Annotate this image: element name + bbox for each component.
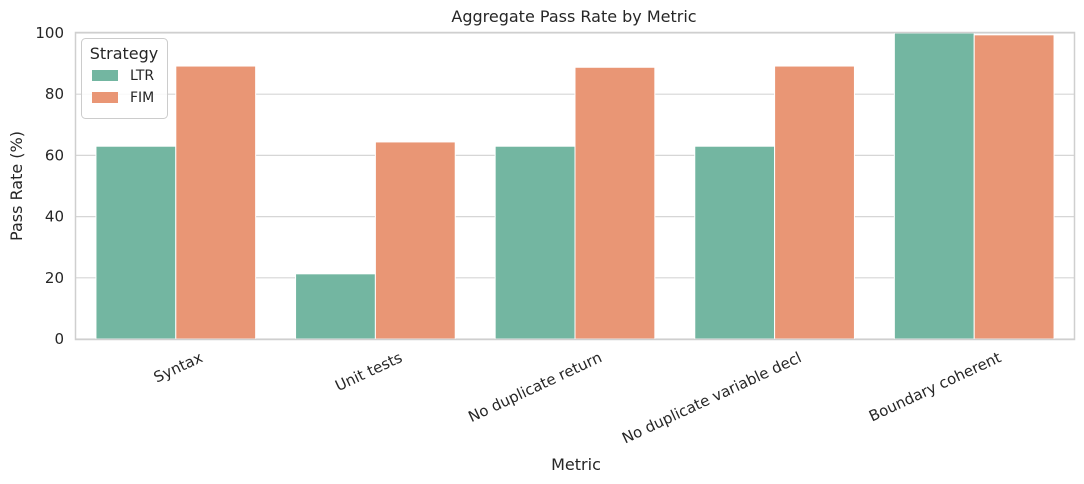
y-tick-label: 40 (45, 208, 64, 226)
bar-ltr-3 (694, 145, 776, 340)
legend-items: LTR FIM (92, 68, 154, 106)
y-tick-label: 80 (45, 85, 64, 103)
legend-swatch-ltr (92, 70, 118, 81)
legend: Strategy LTR FIM (81, 38, 168, 119)
x-axis-title: Metric (551, 455, 601, 474)
y-axis-title: Pass Rate (%) (7, 131, 26, 241)
legend-label: FIM (130, 90, 154, 106)
x-tick-label: No duplicate variable decl (619, 348, 804, 447)
bar-fim-3 (774, 65, 855, 340)
bar-ltr-1 (295, 273, 376, 340)
x-tick-label: Unit tests (332, 348, 405, 395)
bar-ltr-4 (893, 32, 975, 340)
x-tick-label: Boundary coherent (866, 348, 1004, 425)
plot-frame (74, 31, 1076, 341)
legend-swatch-fim (92, 92, 118, 103)
y-tick-label: 20 (45, 269, 64, 287)
legend-label: LTR (130, 68, 154, 84)
y-tick-label: 0 (54, 330, 64, 348)
bar-fim-2 (574, 66, 656, 340)
x-tick-label: No duplicate return (465, 348, 604, 426)
bars-layer (95, 32, 1055, 340)
x-axis: Syntax Unit tests No duplicate return No du… (151, 348, 1004, 447)
x-tick-label: Syntax (151, 348, 206, 386)
bar-ltr-0 (95, 145, 177, 340)
bar-fim-0 (175, 65, 257, 340)
y-tick-label: 60 (45, 146, 64, 164)
bar-fim-1 (374, 141, 456, 340)
y-axis: 0 20 40 60 80 100 (35, 24, 64, 348)
bar-fim-4 (973, 34, 1055, 340)
chart-title: Aggregate Pass Rate by Metric (451, 7, 696, 26)
bar-ltr-2 (494, 145, 576, 340)
legend-title: Strategy (90, 44, 159, 63)
y-tick-label: 100 (35, 24, 64, 42)
